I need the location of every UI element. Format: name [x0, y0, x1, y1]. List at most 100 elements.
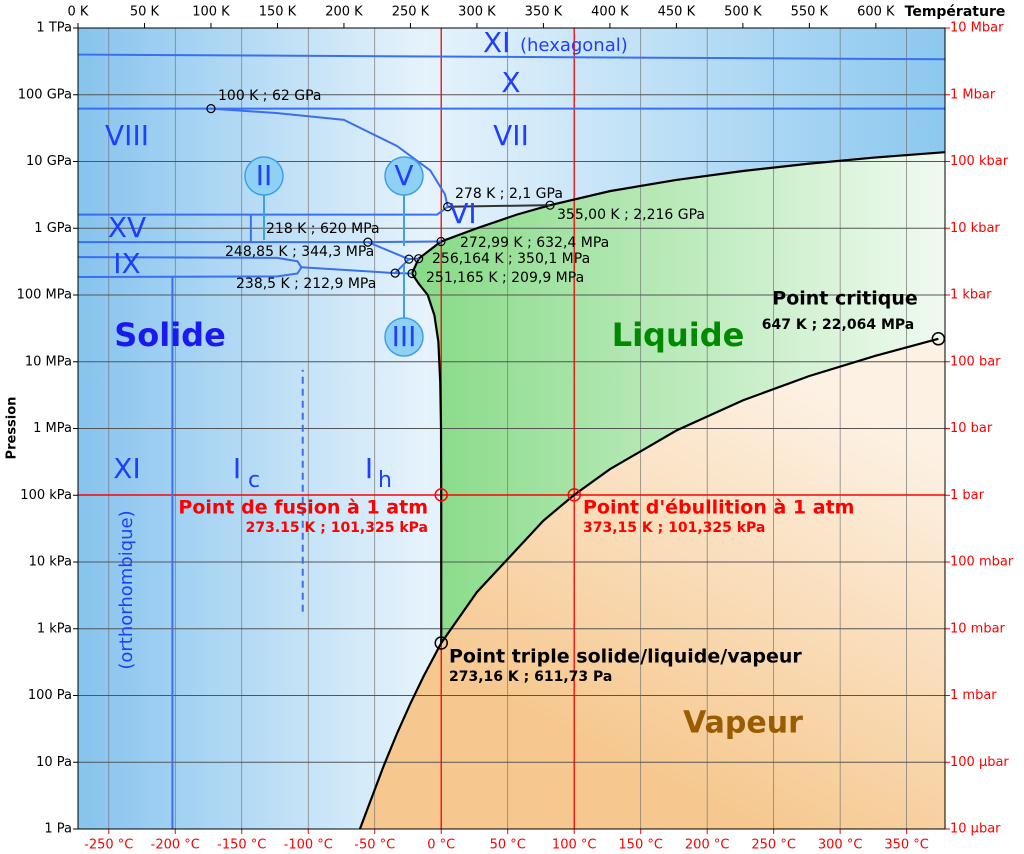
x-tick-label: 250 K	[392, 5, 430, 20]
phase-boundary	[440, 337, 939, 644]
point-label: 100 K ; 62 GPa	[218, 88, 321, 104]
phase-boundary	[358, 642, 443, 830]
y-tick-label: 100 MPa	[17, 288, 72, 303]
point-label: 218 K ; 620 MPa	[266, 221, 380, 237]
x2-tick-label: 200 °C	[685, 838, 730, 853]
x2-tick-label: -150 °C	[217, 838, 266, 853]
phase-label: X	[501, 66, 520, 99]
y2-tick-label: 100 kbar	[950, 154, 1009, 169]
phase-boundary	[394, 258, 410, 274]
phase-boundary	[210, 107, 449, 207]
point	[443, 202, 453, 212]
point	[567, 488, 581, 502]
phase-label: III	[392, 320, 417, 353]
y2-tick-label: 100 bar	[950, 354, 1001, 369]
y2-tick-label: 1 mbar	[950, 688, 997, 703]
point-label: 273,16 K ; 611,73 Pa	[449, 669, 612, 685]
point	[407, 268, 417, 279]
x2-tick-label: 350 °C	[884, 838, 929, 853]
x2-tick-label: 300 °C	[818, 838, 863, 853]
point-name: Point d'ébullition à 1 atm	[583, 497, 854, 519]
y2-tick-label: 100 mbar	[950, 555, 1014, 570]
phase-label: h	[378, 468, 392, 493]
x-tick-label: 100 K	[192, 5, 230, 20]
phase-boundary	[411, 272, 443, 643]
x2-tick-label: 100 °C	[552, 838, 597, 853]
y2-tick-label: 100 µbar	[950, 755, 1009, 770]
phase-boundary	[549, 151, 946, 207]
y-tick-label: 1 Pa	[44, 822, 72, 837]
y-axis-title: Pression	[5, 397, 20, 460]
point	[436, 236, 446, 247]
phase-boundary	[417, 240, 442, 260]
point-label: 248,85 K ; 344,3 MPa	[225, 244, 374, 260]
point-label: 355,00 K ; 2,216 GPa	[557, 207, 705, 223]
y2-tick-label: 10 µbar	[950, 822, 1001, 837]
region	[359, 338, 946, 829]
y-tick-label: 1 kPa	[37, 621, 72, 636]
x-tick-label: 400 K	[591, 5, 629, 20]
y-tick-label: 1 GPa	[34, 221, 72, 236]
y-tick-label: 10 GPa	[26, 154, 72, 169]
phase-label: (hexagonal)	[520, 35, 628, 56]
y2-tick-label: 10 mbar	[950, 621, 1006, 636]
x-tick-label: 0 K	[68, 5, 89, 20]
point-name: Point de fusion à 1 atm	[178, 497, 428, 519]
phase-label: XI	[483, 26, 510, 59]
phase-label: VI	[449, 197, 476, 230]
phase-boundary	[440, 204, 551, 243]
phase-label: Liquide	[612, 316, 745, 354]
x-tick-label: 600 K	[857, 5, 895, 20]
phase-badge	[244, 156, 284, 196]
x-tick-label: 200 K	[325, 5, 363, 20]
x2-tick-label: 50 °C	[490, 838, 526, 853]
x-tick-label: 450 K	[658, 5, 696, 20]
x-tick-label: 150 K	[259, 5, 297, 20]
phase-badge	[384, 317, 424, 357]
phase-badge	[384, 156, 424, 196]
phase-label: V	[394, 159, 413, 192]
point-label: 373,15 K ; 101,325 kPa	[583, 520, 765, 536]
point	[434, 636, 448, 650]
x-axis-title: Température	[905, 4, 1006, 20]
point	[931, 332, 946, 346]
point	[414, 254, 424, 264]
x2-tick-label: -250 °C	[84, 838, 133, 853]
phase-label: I	[233, 452, 241, 485]
point	[545, 200, 555, 210]
y2-tick-label: 10 bar	[950, 421, 993, 436]
point-label: 251,165 K ; 209,9 MPa	[426, 270, 584, 286]
y-tick-label: 1 MPa	[33, 421, 72, 436]
point	[206, 104, 216, 114]
x2-tick-label: -100 °C	[284, 838, 333, 853]
phase-label: XV	[108, 211, 146, 244]
phase-boundary	[367, 241, 410, 261]
plot-border	[77, 27, 946, 830]
y-tick-label: 10 kPa	[29, 555, 72, 570]
x-tick-label: 350 K	[525, 5, 563, 20]
x2-tick-label: 250 °C	[751, 838, 796, 853]
x-tick-label: 50 K	[130, 5, 160, 20]
x-tick-label: 550 K	[791, 5, 829, 20]
y2-tick-label: 1 kbar	[950, 288, 992, 303]
y-tick-label: 100 GPa	[18, 87, 72, 102]
phase-boundary	[301, 266, 396, 275]
x2-tick-label: 0 °C	[427, 838, 455, 853]
phase-label: II	[256, 159, 273, 192]
x2-tick-label: -200 °C	[151, 838, 200, 853]
phase-label: Solide	[114, 316, 226, 354]
point	[390, 268, 400, 278]
region	[411, 152, 946, 643]
y2-tick-label: 10 Mbar	[950, 21, 1004, 36]
y2-tick-label: 1 Mbar	[950, 87, 996, 102]
point	[434, 488, 448, 502]
x-tick-label: 500 K	[724, 5, 762, 20]
phase-label: Vapeur	[683, 706, 803, 741]
phase-label: c	[248, 468, 260, 493]
phase-label: IX	[113, 247, 140, 280]
point-label: 273.15 K ; 101,325 kPa	[246, 520, 428, 536]
phase-boundary	[77, 53, 946, 61]
x-tick-label: 300 K	[458, 5, 496, 20]
phase-label: I	[365, 452, 373, 485]
phase-label: VII	[493, 119, 529, 152]
